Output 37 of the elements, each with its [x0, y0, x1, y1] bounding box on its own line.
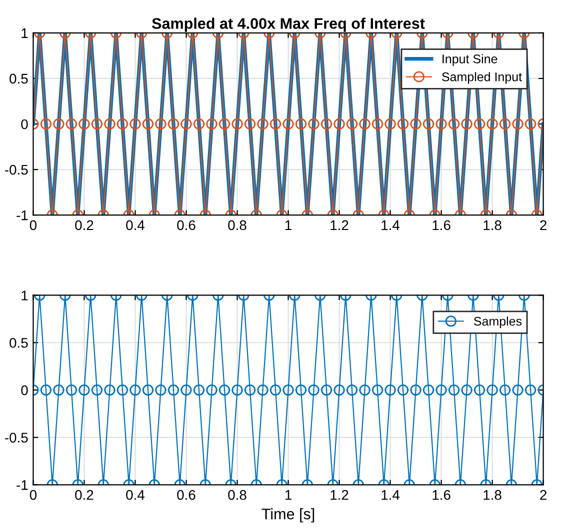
y-tick-label: 0.5 — [10, 338, 28, 348]
x-tick-label: 1.4 — [382, 490, 400, 500]
x-tick-label: 1.8 — [484, 220, 502, 230]
x-axis-title: Time [s] — [262, 508, 314, 522]
x-tick-label: 0 — [30, 220, 37, 230]
x-tick-label: 1.6 — [432, 220, 450, 230]
x-tick-label: 2 — [540, 220, 546, 230]
x-tick-label: 0.4 — [126, 220, 144, 230]
x-tick-label: 2 — [540, 490, 546, 500]
x-tick-label: 0.2 — [75, 220, 94, 230]
x-tick-label: 0 — [30, 490, 37, 500]
x-tick-label: 1.4 — [382, 220, 400, 230]
x-tick-label: 0.2 — [75, 490, 94, 500]
y-tick-label: -0.5 — [5, 432, 28, 443]
x-tick-label: 1.8 — [484, 490, 502, 500]
x-tick-label: 0.4 — [126, 490, 144, 500]
legend-label: Input Sine — [442, 54, 498, 66]
y-tick-label: -1 — [16, 480, 28, 490]
x-tick-label: 1 — [285, 490, 292, 500]
x-tick-label: 1.2 — [330, 220, 348, 230]
y-tick-label: 1 — [22, 28, 28, 38]
x-tick-label: 0.6 — [177, 220, 196, 230]
y-tick-label: 0.5 — [10, 74, 28, 84]
legend-label: Sampled Input — [442, 72, 522, 84]
y-tick-label: 1 — [22, 290, 28, 300]
x-tick-label: 0.8 — [228, 490, 246, 500]
x-tick-label: 1 — [285, 220, 292, 230]
y-tick-label: -1 — [16, 210, 28, 220]
y-tick-label: 0 — [21, 385, 28, 396]
y-tick-label: 0 — [21, 119, 28, 130]
x-tick-label: 1.2 — [330, 490, 348, 500]
legend-label: Samples — [474, 316, 522, 328]
y-tick-label: -0.5 — [5, 164, 28, 175]
x-tick-label: 1.6 — [432, 490, 450, 500]
x-tick-label: 0.6 — [177, 490, 196, 500]
x-tick-label: 0.8 — [228, 220, 246, 230]
chart-title: Sampled at 4.00x Max Freq of Interest — [152, 18, 425, 32]
